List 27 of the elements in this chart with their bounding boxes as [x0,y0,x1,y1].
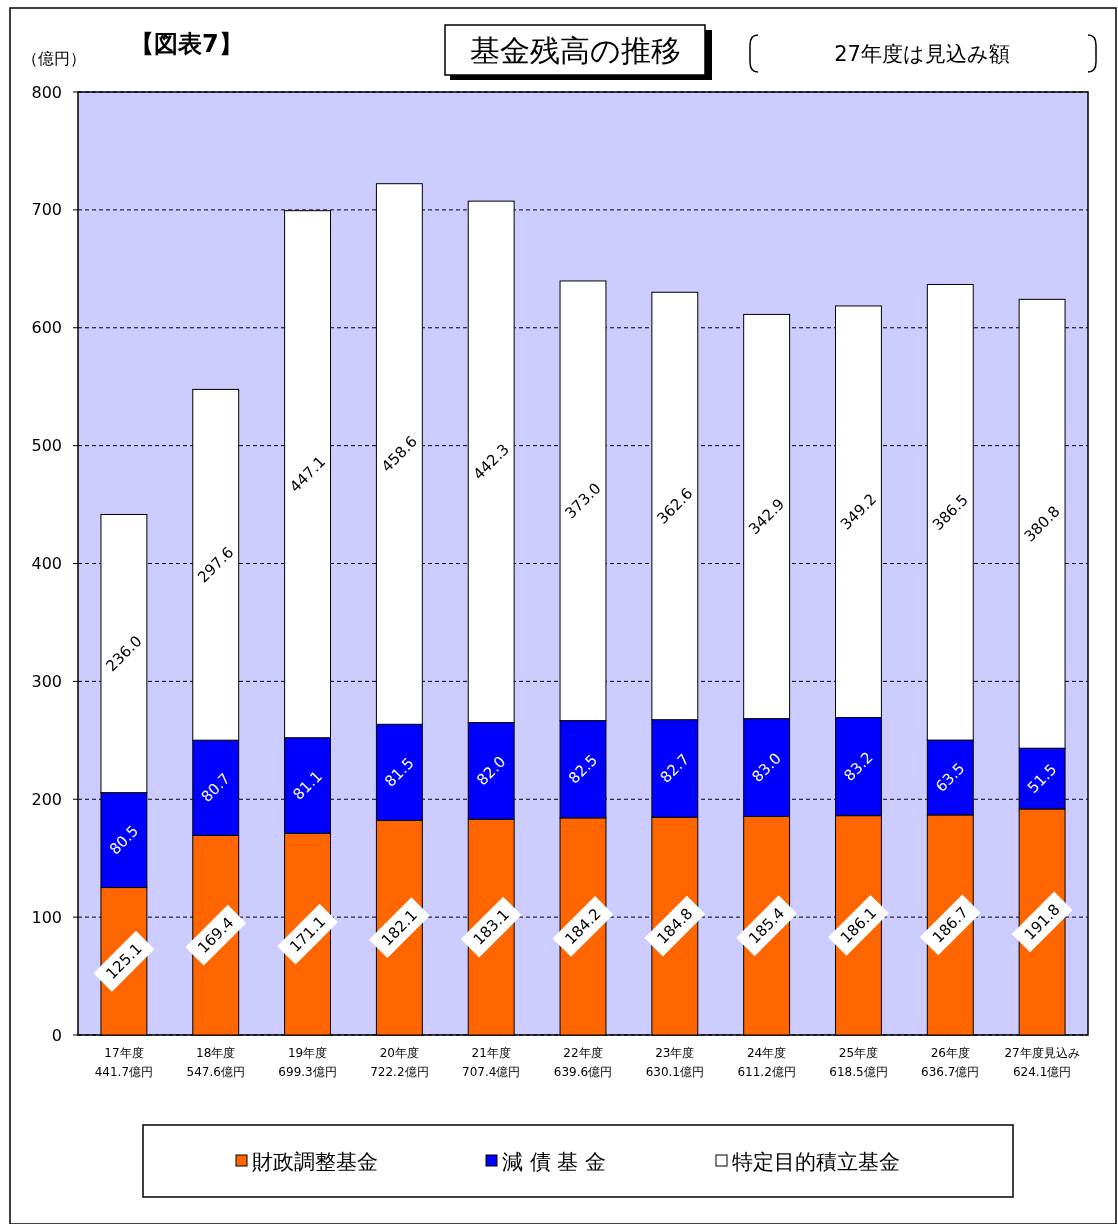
x-tick-label: 20年度 722.2億円 [370,1046,429,1079]
y-tick-label: 0 [51,1025,62,1045]
y-tick-label: 700 [31,200,62,220]
x-tick-label: 27年度見込み 624.1億円 [1004,1046,1080,1079]
x-tick-label: 18年度 547.6億円 [186,1046,245,1079]
y-tick-label: 800 [31,82,62,102]
y-tick-label: 300 [31,671,62,691]
x-tick-label: 22年度 639.6億円 [553,1046,613,1079]
y-tick-label: 500 [31,436,62,456]
y-tick-label: 400 [31,554,62,573]
chart-subtitle: 【図表7】 [130,30,243,58]
legend-label: 減 債 基 金 [502,1150,607,1174]
x-tick-label: 25年度 618.5億円 [829,1046,888,1079]
x-tick-label: 26年度 636.7億円 [921,1046,980,1079]
legend-label: 財政調整基金 [252,1150,378,1174]
x-tick-label: 17年度 441.7億円 [94,1046,154,1079]
x-tick-label: 21年度 707.4億円 [462,1046,521,1079]
legend-label: 特定目的積立基金 [732,1150,900,1174]
y-tick-label: 100 [31,907,62,927]
y-tick-label: 200 [31,789,62,809]
chart-title: 基金残高の推移 [469,33,681,68]
y-axis-title: （億円） [22,49,86,68]
x-tick-label: 24年度 611.2億円 [737,1046,796,1079]
text: 27年度は見込み額 [834,42,1010,66]
x-tick-label: 19年度 699.3億円 [278,1046,337,1079]
x-tick-label: 23年度 630.1億円 [645,1046,704,1079]
y-tick-label: 600 [31,318,62,338]
